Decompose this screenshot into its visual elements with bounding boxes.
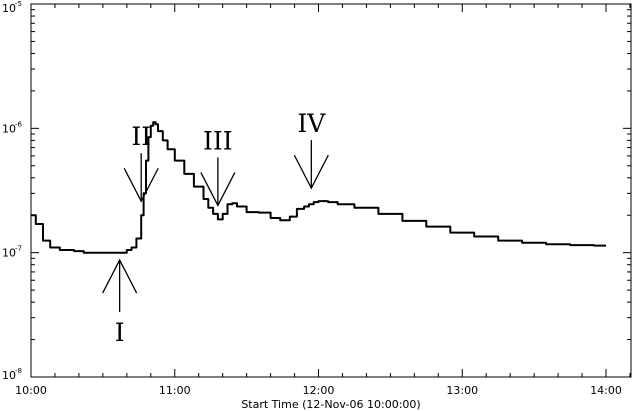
x-tick-label: 13:00: [446, 384, 478, 397]
annotation-label: I: [115, 318, 125, 347]
y-tick-exponent: -7: [15, 245, 22, 253]
x-tick-label: 11:00: [159, 384, 191, 397]
x-tick-label: 10:00: [15, 384, 47, 397]
x-tick-label: 14:00: [590, 384, 622, 397]
annotation-arrowhead: [200, 172, 236, 207]
y-tick-label: 10: [2, 369, 16, 382]
plot-frame: [30, 3, 632, 378]
y-axis-ticks: 10-810-710-610-5: [2, 0, 631, 382]
y-tick-exponent: -6: [15, 120, 23, 128]
annotation-arrowhead: [293, 154, 329, 190]
flux-series-line: [31, 121, 606, 254]
y-tick-exponent: -8: [15, 367, 22, 375]
y-tick-label: 10: [2, 2, 16, 15]
annotation-arrowhead: [123, 167, 159, 203]
y-tick-label: 10: [2, 122, 16, 135]
y-tick-exponent: -5: [15, 0, 22, 8]
x-axis-ticks: 10:00 11:00 12:00 13:00 14:00: [15, 4, 631, 397]
annotation-arrowhead: [102, 258, 138, 294]
x-axis-title: Start Time (12-Nov-06 10:00:00): [241, 398, 420, 411]
y-tick-label: 10: [2, 247, 16, 260]
x-tick-label: 12:00: [303, 384, 335, 397]
annotation-label: III: [203, 126, 233, 155]
annotation-label: IV: [297, 109, 326, 138]
annotation-label: II: [131, 122, 151, 151]
